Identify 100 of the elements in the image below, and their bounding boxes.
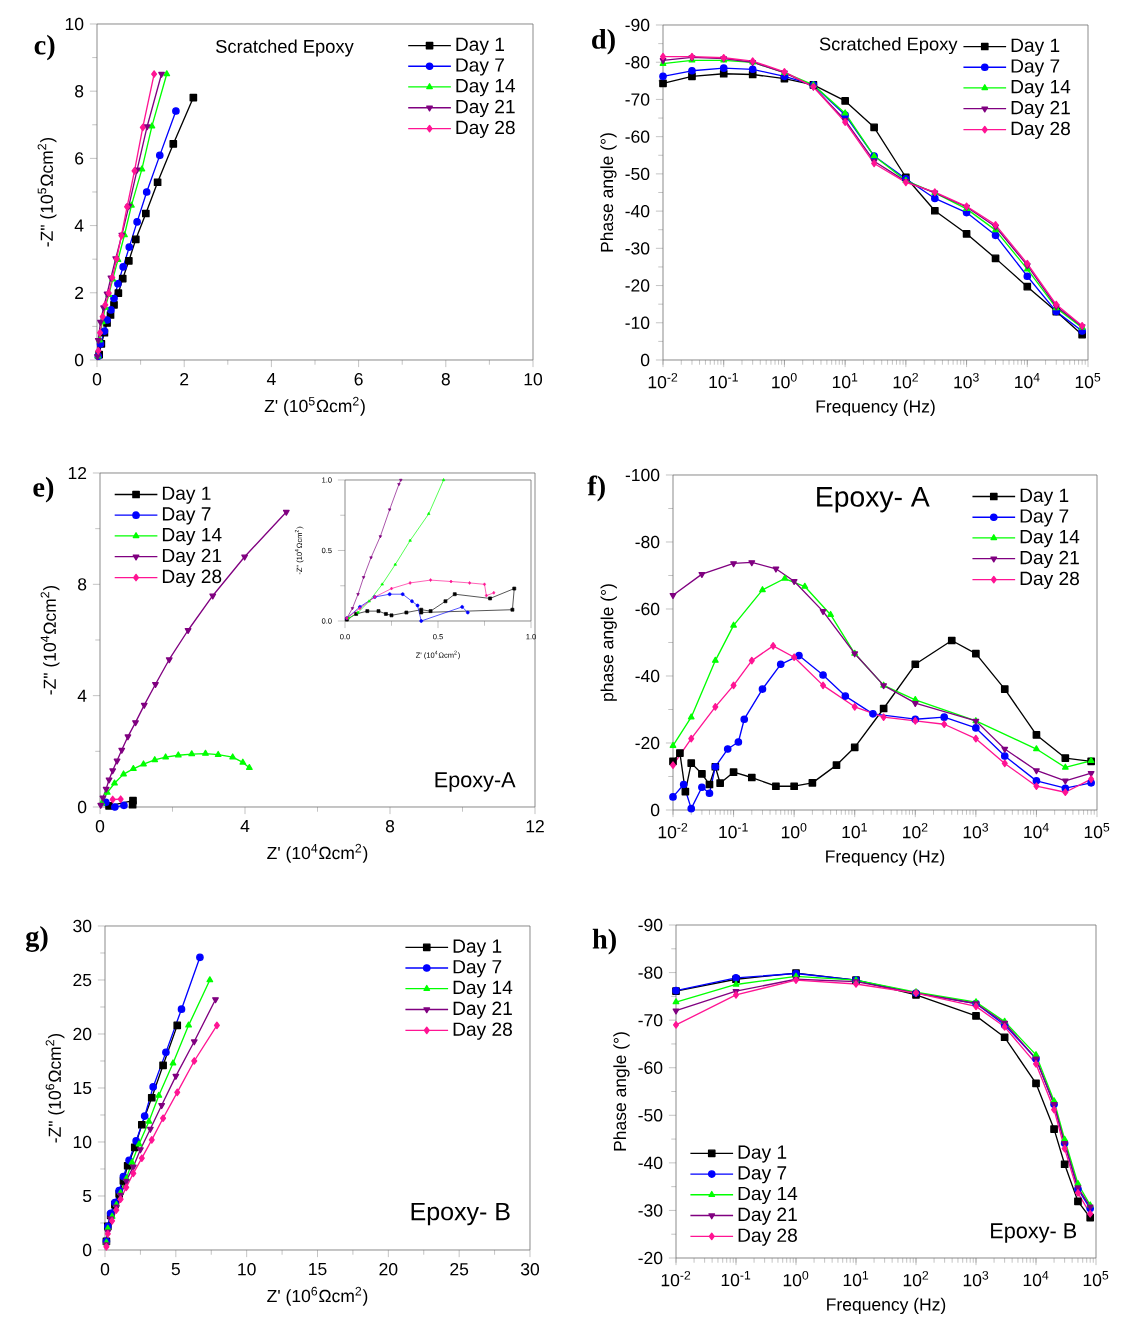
x-tick-label: 10$^{4}$ [1024, 822, 1049, 839]
x-tick-label: 10$^{2}$ [903, 1271, 929, 1287]
text: Epoxy- B [411, 1202, 510, 1226]
text: Scratched Epoxy [819, 37, 958, 55]
x-tick-label: 6 [354, 373, 363, 386]
x-tick-label: 10$^{2}$ [903, 823, 928, 839]
legend-label: Day 1 [1020, 488, 1069, 506]
x-tick-label: 10$^{5}$ [1083, 1270, 1109, 1287]
x-tick-label: 10$^{-2}$ [648, 373, 678, 389]
x-tick-label: 10$^{5}$ [1075, 372, 1101, 389]
x-tick-label: 8 [441, 373, 450, 386]
legend-label: Day 14 [453, 980, 513, 999]
x-tick-label: 30 [520, 1263, 540, 1276]
y-tick-label: 0 [640, 353, 650, 367]
y-axis-title: Phase angle (°) [600, 133, 617, 252]
text: Epoxy- B [991, 1223, 1077, 1243]
x-tick-label: 10 [238, 1263, 256, 1276]
x-tick-label: 10$^{5}$ [1084, 822, 1110, 839]
x-tick-label: 10$^{-2}$ [658, 823, 688, 839]
legend-label: Day 21 [738, 1207, 797, 1225]
x-tick-label: 4 [266, 373, 276, 386]
legend-label: Day 1 [453, 939, 502, 957]
legend-label: Day 14 [162, 528, 222, 546]
x-tick-label: 8 [385, 820, 395, 833]
x-tick-label: 0 [95, 820, 105, 833]
x-tick-label: 10$^{0}$ [772, 373, 797, 389]
legend-label: Day 1 [456, 37, 504, 55]
x-tick-label: 10$^{0}$ [783, 1271, 809, 1287]
legend-label: Day 28 [162, 569, 222, 587]
y-tick-label: -50 [638, 1109, 663, 1122]
y-tick-label: -20 [638, 1251, 663, 1265]
x-tick-label: 10$^{4}$ [1023, 1270, 1049, 1287]
x-tick-label: 25 [450, 1263, 469, 1276]
x-tick-label: 10$^{-1}$ [719, 822, 748, 839]
legend-label: Day 28 [456, 120, 515, 139]
legend-label: Day 1 [1011, 38, 1060, 56]
x-tick-label: 20 [379, 1263, 398, 1276]
y-tick-label: -10 [625, 316, 650, 329]
legend-label: Day 28 [1011, 121, 1070, 139]
legend-label: Day 7 [456, 58, 504, 76]
legend-label: Day 7 [1011, 59, 1060, 77]
legend-label: Day 1 [738, 1145, 787, 1163]
y-axis-title: -Z" (10$^{6}$Ωcm$^{2}$) [45, 1033, 65, 1143]
legend-label: Day 21 [1020, 550, 1079, 569]
legend-label: Day 21 [456, 99, 515, 118]
text: d) [592, 28, 615, 55]
y-tick-label: 8 [75, 85, 84, 98]
legend-label: Day 14 [1011, 80, 1071, 98]
x-tick-label: 12 [526, 820, 544, 833]
y-tick-label: 0 [74, 353, 84, 367]
legend-label: Day 7 [738, 1166, 787, 1184]
y-tick-label: 30 [73, 919, 92, 933]
y-axis-title: -Z" (10$^{4}$Ωcm$^{2}$) [40, 585, 60, 695]
y-tick-label: -60 [635, 602, 660, 616]
x-tick-label: 10$^{-1}$ [709, 372, 738, 389]
x-axis-title: Z' (10$^{6}$Ωcm$^{2}$) [267, 1286, 368, 1306]
y-tick-label: -20 [625, 279, 650, 292]
legend-label: Day 21 [162, 548, 222, 567]
y-tick-label: -80 [638, 966, 663, 979]
x-tick-label: 5 [171, 1263, 180, 1276]
legend-label: Day 7 [162, 507, 211, 525]
x-tick-label: 10$^{-1}$ [721, 1270, 751, 1287]
text: Epoxy-A [435, 772, 516, 792]
legend-label: Day 28 [453, 1022, 512, 1040]
y-tick-label: 2 [75, 286, 84, 299]
chart-title: Epoxy- A [817, 487, 930, 513]
x-axis-title: Frequency (Hz) [826, 849, 945, 867]
x-tick-label: 10 [524, 373, 543, 386]
y-tick-label: 25 [73, 973, 92, 987]
legend-label: Day 21 [453, 1001, 512, 1019]
x-tick-label: 10$^{1}$ [843, 1270, 869, 1287]
text: g) [25, 926, 48, 952]
x-tick-label: 10$^{0}$ [781, 823, 807, 839]
legend-label: Day 28 [1020, 571, 1079, 589]
y-tick-label: 0 [77, 800, 87, 814]
x-axis-title: Frequency (Hz) [827, 1297, 946, 1315]
x-tick-label: 10$^{1}$ [842, 822, 867, 839]
y-tick-label: 8 [78, 578, 87, 591]
y-tick-label: -20 [635, 736, 660, 750]
y-tick-label: 6 [75, 152, 84, 165]
y-tick-label: 0 [82, 1243, 92, 1257]
text: f) [587, 475, 605, 502]
legend-label: Day 7 [1020, 509, 1069, 527]
x-tick-label: 10$^{4}$ [1015, 372, 1040, 389]
text: e) [33, 476, 54, 503]
y-axis-title: phase angle (°) [600, 584, 617, 701]
y-axis-title: -Z" (10$^{5}$Ωcm$^{2}$) [37, 137, 57, 247]
y-tick-label: -50 [625, 167, 650, 181]
y-tick-label: 4 [77, 689, 87, 702]
legend-label: Day 21 [1011, 100, 1070, 119]
y-tick-label: -30 [638, 1204, 663, 1217]
y-tick-label: 10 [73, 1135, 92, 1149]
y-tick-label: -90 [625, 18, 650, 32]
y-tick-label: -60 [625, 130, 650, 143]
y-tick-label: 5 [82, 1189, 92, 1203]
legend-label: Day 14 [1020, 530, 1080, 548]
y-axis-title: Phase angle (°) [613, 1032, 630, 1151]
y-tick-label: 12 [68, 466, 87, 480]
y-tick-label: -40 [638, 1156, 663, 1170]
text: c) [34, 34, 55, 61]
